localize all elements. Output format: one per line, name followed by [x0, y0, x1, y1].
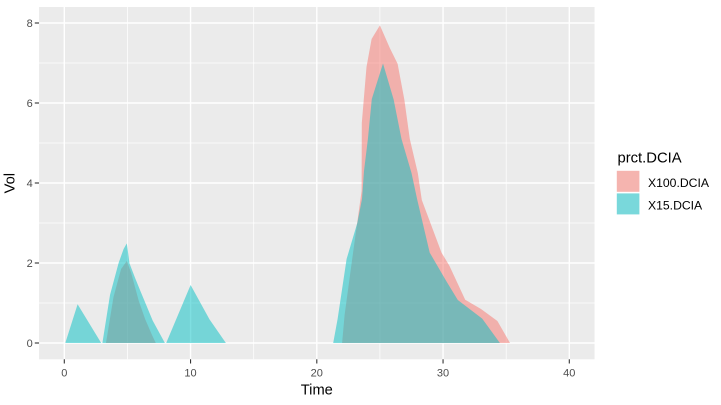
- svg-text:10: 10: [184, 367, 196, 379]
- svg-text:20: 20: [311, 367, 323, 379]
- svg-text:X15.DCIA: X15.DCIA: [648, 198, 703, 212]
- svg-text:30: 30: [437, 367, 449, 379]
- svg-text:2: 2: [27, 258, 33, 270]
- svg-text:40: 40: [563, 367, 575, 379]
- svg-text:8: 8: [27, 18, 33, 30]
- svg-text:Time: Time: [301, 383, 333, 399]
- svg-text:Vol: Vol: [3, 173, 19, 193]
- svg-text:prct.DCIA: prct.DCIA: [618, 151, 682, 167]
- svg-text:X100.DCIA: X100.DCIA: [648, 176, 710, 190]
- svg-text:4: 4: [27, 178, 33, 190]
- svg-text:0: 0: [61, 367, 67, 379]
- svg-text:6: 6: [27, 98, 33, 110]
- svg-text:0: 0: [27, 338, 33, 350]
